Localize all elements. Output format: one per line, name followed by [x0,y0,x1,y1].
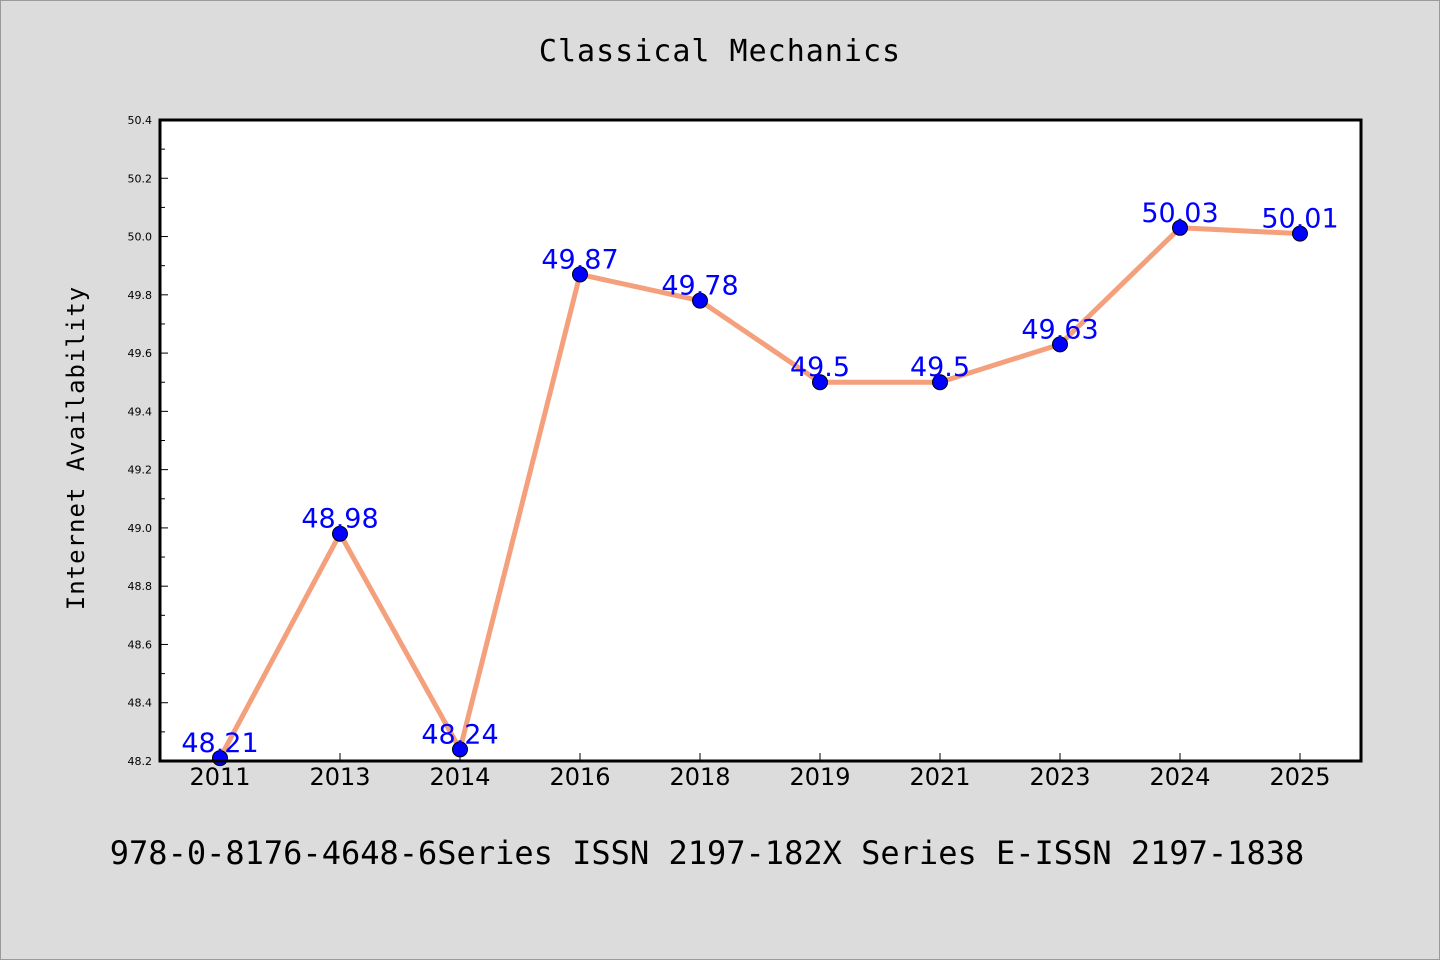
data-label: 48.24 [421,719,498,750]
data-point [452,741,468,758]
footer-note: 978-0-8176-4648-6Series ISSN 2197-182X S… [109,834,1305,872]
x-tick-label: 2025 [1269,763,1330,791]
x-tick-label: 2011 [189,763,250,791]
plot-border [158,118,1363,763]
data-label: 49.78 [661,271,738,302]
y-tick-label: 50.2 [128,172,153,185]
y-tick-label: 49.8 [128,289,153,302]
y-tick-label: 49.6 [128,347,153,360]
x-axis: 2011 2013 2014 2016 2018 2019 2021 2023 2024 2025 [189,753,1331,791]
x-tick-label: 2024 [1149,763,1210,791]
x-tick-label: 2021 [909,763,970,791]
y-tick-label: 48.8 [128,580,153,593]
data-point [1172,219,1188,236]
y-tick-label: 50.4 [128,114,153,127]
data-label: 49.5 [910,352,970,383]
series-markers [212,219,1308,767]
x-tick-label: 2013 [309,763,370,791]
y-tick-label: 48.4 [128,697,153,710]
x-tick-label: 2023 [1029,763,1090,791]
data-label: 49.5 [790,352,850,383]
series-line [217,225,1301,760]
y-tick-label: 48.6 [128,638,153,651]
x-tick-label: 2016 [549,763,610,791]
x-tick-label: 2019 [789,763,850,791]
data-label: 50.01 [1261,204,1338,235]
plot-area [160,120,1361,761]
y-tick-label: 49.2 [128,464,153,477]
chart-title: Classical Mechanics [538,34,902,69]
data-point [332,525,348,542]
data-point [932,374,948,391]
data-label: 48.21 [181,728,258,759]
data-point [1292,225,1308,242]
data-label: 48.98 [301,504,378,535]
y-tick-label: 49.0 [128,522,153,535]
y-axis: 48.2 48.4 48.6 48.8 49.0 49.2 49.4 49.6 49.8 50.0… [128,114,168,768]
x-tick-label: 2014 [429,763,490,791]
y-tick-label: 49.4 [128,405,153,418]
data-label: 49.63 [1021,314,1098,345]
data-point [812,374,828,391]
data-label: 49.87 [541,244,618,275]
x-tick-label: 2018 [669,763,730,791]
data-point [692,292,708,309]
y-tick-label: 50.0 [128,231,153,244]
data-label: 50.03 [1141,198,1218,229]
y-tick-label: 48.2 [128,755,153,768]
data-point [572,266,588,283]
data-point [1052,336,1068,353]
data-labels: 48.21 48.98 48.24 49.87 49.78 49.5 49.5 49.63 50… [181,198,1338,759]
